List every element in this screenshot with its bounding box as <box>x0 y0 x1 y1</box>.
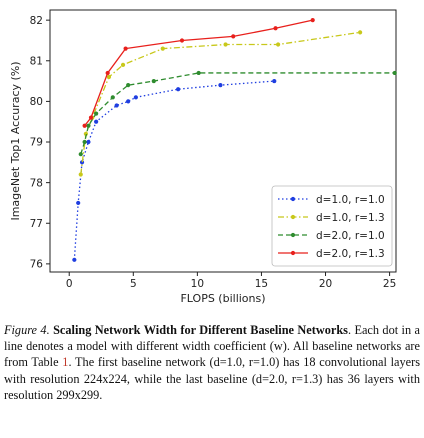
data-point <box>231 34 236 39</box>
data-point <box>223 42 228 47</box>
y-tick-label: 81 <box>30 55 43 67</box>
legend-marker <box>290 250 296 256</box>
data-point <box>79 160 85 165</box>
x-tick-label: 25 <box>383 278 396 290</box>
legend: d=1.0, r=1.0 d=1.0, r=1.3 d=2.0, r=1.0 d=2.… <box>271 185 393 267</box>
legend-box <box>271 185 393 267</box>
data-point <box>133 95 138 100</box>
data-point <box>105 70 110 76</box>
legend-marker <box>290 232 296 238</box>
data-point <box>126 83 131 88</box>
figure-caption: Figure 4. Scaling Network Width for Diff… <box>4 322 420 403</box>
x-tick-label: 10 <box>191 278 204 290</box>
series-line <box>84 19 313 127</box>
series-2 <box>78 30 363 177</box>
legend-label: d=1.0, r=1.0 <box>316 194 385 206</box>
y-tick-label: 78 <box>30 177 43 189</box>
data-point <box>82 139 87 145</box>
data-point <box>114 103 119 108</box>
data-point <box>106 74 112 80</box>
series-layer <box>72 18 397 262</box>
x-tick-label: 0 <box>66 278 73 290</box>
data-point <box>72 257 77 262</box>
y-tick-label: 79 <box>30 137 43 149</box>
data-point <box>273 26 278 31</box>
data-point <box>218 83 223 88</box>
series-4 <box>82 18 315 128</box>
axes: 0 5 10 15 20 25 76 77 78 79 80 81 82 <box>30 15 397 290</box>
data-point <box>78 172 83 177</box>
legend-label: d=2.0, r=1.3 <box>316 248 385 260</box>
series-3 <box>78 70 397 157</box>
x-tick-label: 15 <box>255 278 268 290</box>
x-tick-label: 20 <box>319 278 332 290</box>
series-line <box>73 80 275 260</box>
y-tick-label: 76 <box>30 259 44 271</box>
y-tick-label: 82 <box>30 15 43 27</box>
data-point <box>76 200 81 206</box>
caption-body-1: . Each dot in a line denotes a model wit… <box>4 323 420 370</box>
y-tick-label: 77 <box>30 218 43 230</box>
caption-table-ref: 1 <box>62 355 69 370</box>
caption-body-2: . The first baseline network (d=1.0, r=1… <box>4 355 420 402</box>
data-point <box>86 139 91 145</box>
legend-marker <box>290 196 296 202</box>
legend-label: d=1.0, r=1.3 <box>316 212 385 224</box>
data-point <box>120 62 126 67</box>
data-point <box>110 95 115 100</box>
data-point <box>392 70 397 76</box>
data-point <box>123 46 128 51</box>
data-point <box>310 18 315 23</box>
legend-marker <box>290 214 296 220</box>
y-axis-label: ImageNet Top1 Accuracy (%) <box>9 61 22 220</box>
data-point <box>276 42 281 47</box>
x-tick-label: 5 <box>130 278 137 290</box>
data-point <box>86 123 91 128</box>
data-point <box>82 123 87 128</box>
data-point <box>88 115 94 120</box>
legend-label: d=2.0, r=1.0 <box>316 230 385 242</box>
data-point <box>176 87 181 92</box>
data-point <box>179 38 185 43</box>
x-axis-label: FLOPS (billions) <box>180 292 265 305</box>
data-point <box>160 46 165 51</box>
y-tick-label: 80 <box>30 96 43 108</box>
data-point <box>151 78 156 84</box>
plot-frame <box>49 9 397 273</box>
plot-area <box>49 9 397 273</box>
caption-title: Scaling Network Width for Different Base… <box>53 323 348 337</box>
data-point <box>196 70 201 76</box>
data-point <box>126 99 131 104</box>
data-point <box>78 152 83 157</box>
series-1 <box>72 78 277 262</box>
data-point <box>94 119 99 124</box>
data-point <box>272 78 277 84</box>
data-point <box>358 30 363 35</box>
data-point <box>94 111 99 116</box>
caption-label: Figure 4. <box>4 323 50 337</box>
